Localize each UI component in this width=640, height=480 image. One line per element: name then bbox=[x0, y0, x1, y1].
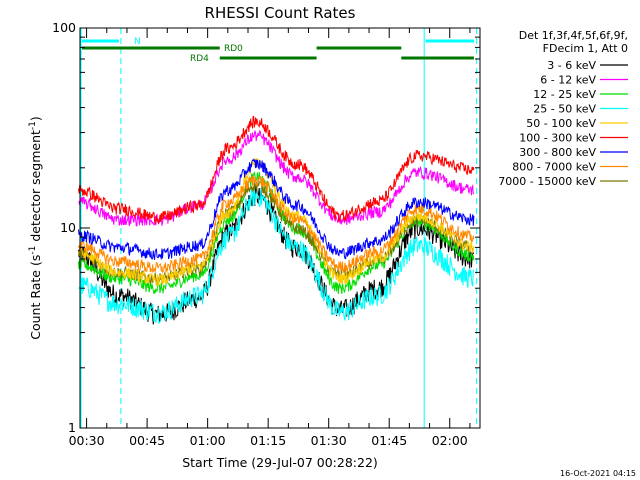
legend-label: 6 - 12 keV bbox=[540, 74, 596, 87]
y-axis-label: Count Rate (s-1 detector segment-1) bbox=[28, 116, 43, 340]
y-axis-label-sup2: -1 bbox=[28, 121, 38, 130]
bar-label-rd0: RD0 bbox=[224, 44, 243, 54]
series-line-5 bbox=[78, 115, 475, 225]
legend-label: 100 - 300 keV bbox=[519, 132, 596, 145]
x-tick-label: 00:45 bbox=[129, 433, 165, 448]
x-tick-label: 01:30 bbox=[311, 433, 347, 448]
legend-label: 800 - 7000 keV bbox=[512, 161, 596, 174]
y-tick-label: 100 bbox=[52, 20, 76, 35]
x-tick-label: 00:30 bbox=[69, 433, 105, 448]
footer-timestamp: 16-Oct-2021 04:15 bbox=[560, 469, 636, 478]
legend: Det 1f,3f,4f,5f,6f,9f,FDecim 1, Att 0 3 -… bbox=[498, 29, 628, 188]
attenuator-bars: N RD0 RD4 bbox=[82, 37, 474, 64]
legend-label: 300 - 800 keV bbox=[519, 146, 596, 159]
x-tick-label: 01:15 bbox=[250, 433, 286, 448]
legend-header-line: Det 1f,3f,4f,5f,6f,9f, bbox=[519, 29, 628, 42]
series-line-7 bbox=[78, 174, 475, 274]
x-axis-label: Start Time (29-Jul-07 00:28:22) bbox=[182, 455, 378, 470]
legend-label: 25 - 50 keV bbox=[533, 103, 596, 116]
bar-label-rd4: RD4 bbox=[190, 54, 209, 64]
chart-title: RHESSI Count Rates bbox=[205, 4, 356, 22]
y-tick-label: 1 bbox=[68, 420, 76, 435]
x-tick-label: 02:00 bbox=[432, 433, 468, 448]
x-tick-label: 01:45 bbox=[371, 433, 407, 448]
y-axis-label-sup: -1 bbox=[28, 246, 38, 255]
legend-header-line: FDecim 1, Att 0 bbox=[543, 42, 628, 55]
axes: 00:30 00:45 01:00 01:15 01:30 01:45 02:00 1 10 10… bbox=[52, 20, 480, 448]
bar-label-n: N bbox=[134, 37, 141, 47]
x-tick-label: 01:00 bbox=[190, 433, 226, 448]
y-axis-label-main: Count Rate (s bbox=[28, 255, 43, 340]
y-tick-label: 10 bbox=[60, 220, 76, 235]
legend-label: 7000 - 15000 keV bbox=[498, 175, 596, 188]
legend-label: 50 - 100 keV bbox=[526, 117, 596, 130]
y-axis-label-rest: detector segment bbox=[28, 130, 43, 246]
legend-label: 3 - 6 keV bbox=[547, 59, 596, 72]
y-axis-label-close: ) bbox=[28, 116, 43, 121]
series-line-3 bbox=[78, 187, 475, 324]
series-group bbox=[78, 115, 475, 325]
series-line-6 bbox=[78, 158, 475, 260]
legend-label: 12 - 25 keV bbox=[533, 88, 596, 101]
